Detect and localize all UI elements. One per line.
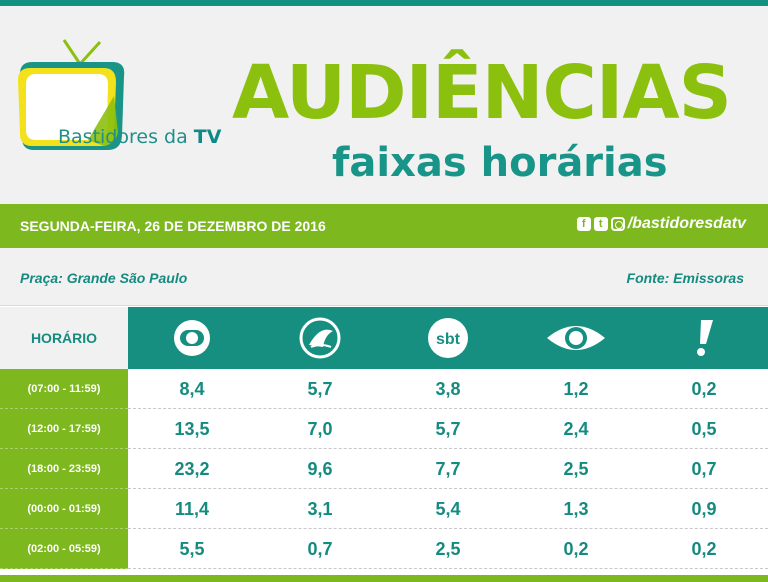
hour-column-header: HORÁRIO bbox=[0, 307, 128, 369]
rating-cell-sbt: 2,5 bbox=[435, 539, 461, 559]
rating-cell-record: 3,1 bbox=[307, 499, 333, 519]
time-slot-label: (12:00 - 17:59) bbox=[0, 409, 128, 449]
rating-cell-record: 7,0 bbox=[307, 419, 333, 439]
rating-cell-band: 1,2 bbox=[563, 379, 589, 399]
rating-cell-record: 5,7 bbox=[307, 379, 333, 399]
social-handle-text[interactable]: /bastidoresdatv bbox=[627, 215, 746, 232]
facebook-icon[interactable]: f bbox=[576, 217, 591, 231]
band-logo-icon bbox=[512, 307, 640, 369]
date-bar: SEGUNDA-FEIRA, 26 DE DEZEMBRO DE 2016 f … bbox=[0, 204, 768, 248]
date-label: SEGUNDA-FEIRA, 26 DE DEZEMBRO DE 2016 bbox=[20, 218, 326, 234]
table-row: (07:00 - 11:59) 8,4 5,7 3,8 1,2 0,2 bbox=[0, 369, 768, 409]
channel-logos-row: sbt bbox=[128, 307, 768, 369]
top-accent-bar bbox=[0, 0, 768, 6]
rating-cell-globo: 5,5 bbox=[179, 539, 205, 559]
rating-cell-band: 2,4 bbox=[563, 419, 589, 439]
table-row: (00:00 - 01:59) 11,4 3,1 5,4 1,3 0,9 bbox=[0, 489, 768, 529]
rating-cell-band: 2,5 bbox=[563, 459, 589, 479]
rating-cell-sbt: 5,4 bbox=[435, 499, 461, 519]
record-logo-icon bbox=[256, 307, 384, 369]
region-label: Praça: Grande São Paulo bbox=[20, 270, 188, 286]
rating-cell-sbt: 5,7 bbox=[435, 419, 461, 439]
rating-cell-redetv: 0,2 bbox=[691, 379, 717, 399]
row-values: 13,5 7,0 5,7 2,4 0,5 bbox=[128, 409, 768, 449]
row-values: 23,2 9,6 7,7 2,5 0,7 bbox=[128, 449, 768, 489]
source-label: Fonte: Emissoras bbox=[626, 270, 744, 286]
tv-logo-icon bbox=[18, 39, 125, 150]
rating-cell-globo: 11,4 bbox=[174, 499, 210, 519]
time-slot-label: (00:00 - 01:59) bbox=[0, 489, 128, 529]
rating-cell-globo: 23,2 bbox=[174, 459, 210, 479]
time-slot-label: (07:00 - 11:59) bbox=[0, 369, 128, 409]
rating-cell-globo: 8,4 bbox=[179, 379, 205, 399]
rating-cell-redetv: 0,5 bbox=[691, 419, 717, 439]
twitter-icon[interactable]: t bbox=[593, 217, 608, 231]
row-values: 5,5 0,7 2,5 0,2 0,2 bbox=[128, 529, 768, 569]
page-subtitle: faixas horárias bbox=[332, 140, 668, 186]
rating-cell-record: 0,7 bbox=[307, 539, 333, 559]
redetv-logo-icon bbox=[640, 307, 768, 369]
table-row: (02:00 - 05:59) 5,5 0,7 2,5 0,2 0,2 bbox=[0, 529, 768, 569]
rating-cell-record: 9,6 bbox=[307, 459, 333, 479]
time-slot-label: (02:00 - 05:59) bbox=[0, 529, 128, 569]
rating-cell-band: 0,2 bbox=[563, 539, 589, 559]
table-row: (12:00 - 17:59) 13,5 7,0 5,7 2,4 0,5 bbox=[0, 409, 768, 449]
rating-cell-redetv: 0,9 bbox=[691, 499, 717, 519]
time-slot-label: (18:00 - 23:59) bbox=[0, 449, 128, 489]
logo-wordmark: Bastidores da TV bbox=[58, 126, 222, 148]
row-values: 11,4 3,1 5,4 1,3 0,9 bbox=[128, 489, 768, 529]
table-header: HORÁRIO bbox=[0, 307, 768, 369]
info-row: Praça: Grande São Paulo Fonte: Emissoras bbox=[0, 248, 768, 306]
bottom-accent-bar bbox=[0, 575, 768, 582]
page-title: AUDIÊNCIAS bbox=[232, 50, 732, 136]
rating-cell-redetv: 0,2 bbox=[691, 539, 717, 559]
rating-cell-sbt: 3,8 bbox=[435, 379, 461, 399]
rating-cell-sbt: 7,7 bbox=[435, 459, 461, 479]
instagram-icon[interactable] bbox=[610, 217, 625, 231]
rating-cell-band: 1,3 bbox=[563, 499, 589, 519]
sbt-logo-icon: sbt bbox=[384, 307, 512, 369]
social-handle[interactable]: f t /bastidoresdatv bbox=[576, 215, 746, 233]
globo-logo-icon bbox=[128, 307, 256, 369]
table-row: (18:00 - 23:59) 23,2 9,6 7,7 2,5 0,7 bbox=[0, 449, 768, 489]
row-values: 8,4 5,7 3,8 1,2 0,2 bbox=[128, 369, 768, 409]
rating-cell-redetv: 0,7 bbox=[691, 459, 717, 479]
svg-text:sbt: sbt bbox=[436, 331, 461, 348]
header: Bastidores da TV AUDIÊNCIAS faixas horár… bbox=[0, 6, 768, 204]
rating-cell-globo: 13,5 bbox=[174, 419, 210, 439]
